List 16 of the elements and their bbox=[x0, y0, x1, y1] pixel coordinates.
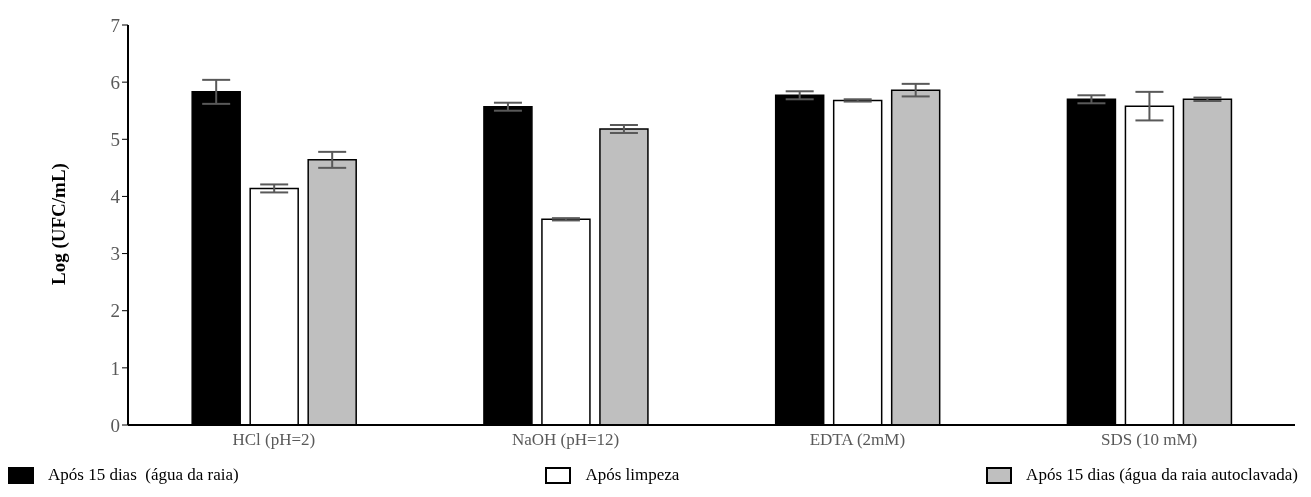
legend-label: Após limpeza bbox=[585, 465, 680, 485]
y-axis-title: Log (UFC/mL) bbox=[47, 163, 70, 285]
x-tick-label: EDTA (2mM) bbox=[809, 430, 906, 450]
y-tick-label: 7 bbox=[110, 14, 120, 36]
x-tick-label: NaOH (pH=12) bbox=[511, 430, 620, 450]
legend-label: Após 15 dias (água da raia autoclavada) bbox=[1026, 465, 1298, 485]
y-tick-label: 6 bbox=[110, 71, 120, 93]
y-tick-label: 2 bbox=[110, 300, 120, 322]
y-tick-label: 5 bbox=[110, 129, 120, 151]
y-tick-label: 4 bbox=[110, 186, 121, 208]
x-tick-label: HCl (pH=2) bbox=[232, 430, 316, 450]
y-tick-label: 3 bbox=[110, 243, 120, 265]
y-tick-label: 1 bbox=[110, 357, 120, 379]
legend-label: Após 15 dias (água da raia) bbox=[48, 465, 239, 485]
y-tick-label: 0 bbox=[110, 414, 120, 436]
x-tick-label: SDS (10 mM) bbox=[1100, 430, 1198, 450]
